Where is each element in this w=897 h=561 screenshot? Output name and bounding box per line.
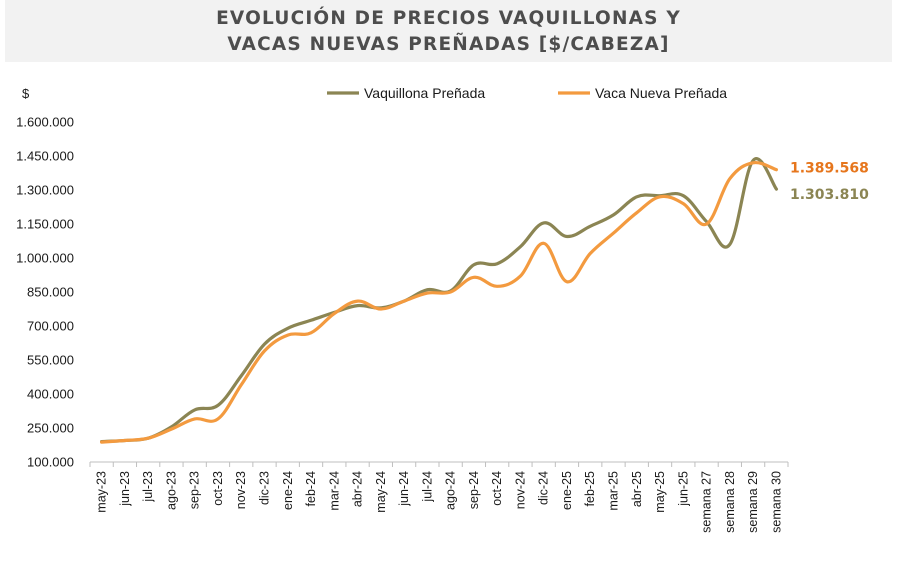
y-tick-label: 850.000 xyxy=(27,285,74,300)
x-tick-label: jul-24 xyxy=(420,471,434,503)
x-tick-label: abr-25 xyxy=(630,471,644,507)
x-tick-label: feb-24 xyxy=(304,471,318,506)
x-tick-label: dic-23 xyxy=(258,471,272,505)
y-tick-label: 400.000 xyxy=(27,387,74,402)
x-tick-label: dic-24 xyxy=(537,471,551,505)
chart-title-bar: EVOLUCIÓN DE PRECIOS VAQUILLONAS Y VACAS… xyxy=(5,0,892,62)
x-axis: may-23 jun-23 jul-23 ago-23 sep-23 oct-23 nov-… xyxy=(89,461,789,533)
x-tick-label: may-24 xyxy=(374,471,388,513)
legend-label: Vaquillona Preñada xyxy=(364,85,485,101)
y-tick-label: 1.300.000 xyxy=(16,183,74,198)
series-line-vaca-nueva-prenada xyxy=(100,160,778,444)
x-tick-label: semana 27 xyxy=(700,471,714,533)
x-tick-label: oct-24 xyxy=(490,471,504,506)
x-tick-label: ago-23 xyxy=(164,471,178,510)
chart-title-line-1: EVOLUCIÓN DE PRECIOS VAQUILLONAS Y xyxy=(216,8,681,29)
x-tick-label: ene-25 xyxy=(560,471,574,510)
legend: Vaquillona Preñada Vaca Nueva Preñada xyxy=(327,85,727,101)
y-tick-label: 1.000.000 xyxy=(16,251,74,266)
x-tick-label: mar-24 xyxy=(327,471,341,511)
chart-title-line-2: VACAS NUEVAS PREÑADAS [$/CABEZA] xyxy=(227,34,670,55)
x-tick-label: semana 28 xyxy=(723,471,737,533)
x-tick-label: jun-24 xyxy=(397,471,411,507)
x-tick-label: ago-24 xyxy=(444,471,458,510)
series-group xyxy=(100,157,778,444)
y-axis-unit-label: $ xyxy=(22,86,30,101)
x-tick-label: feb-25 xyxy=(583,471,597,506)
x-tick-label: abr-24 xyxy=(351,471,365,507)
x-tick-label: nov-23 xyxy=(234,471,248,509)
end-value-label: 1.303.810 xyxy=(790,187,869,203)
end-labels: 1.389.568 1.303.810 xyxy=(790,161,869,203)
x-tick-label: jun-25 xyxy=(676,471,690,507)
y-tick-label: 100.000 xyxy=(27,455,74,470)
x-tick-label: ene-24 xyxy=(281,471,295,510)
y-tick-label: 550.000 xyxy=(27,353,74,368)
x-tick-label: may-25 xyxy=(653,471,667,513)
series-line-vaquillona-prenada xyxy=(100,157,778,444)
x-tick-label: mar-25 xyxy=(607,471,621,511)
x-tick-label: semana 29 xyxy=(746,471,760,533)
y-tick-label: 1.600.000 xyxy=(16,115,74,130)
y-tick-label: 250.000 xyxy=(27,421,74,436)
x-tick-label: oct-23 xyxy=(211,471,225,506)
y-axis: 100.000 250.000 400.000 550.000 700.000 850.0… xyxy=(16,115,74,470)
y-tick-label: 1.150.000 xyxy=(16,217,74,232)
x-tick-label: nov-24 xyxy=(513,471,527,509)
x-tick-label: may-23 xyxy=(95,471,109,513)
end-value-label: 1.389.568 xyxy=(790,161,869,177)
x-tick-label: sep-24 xyxy=(467,471,481,509)
y-tick-label: 1.450.000 xyxy=(16,149,74,164)
x-tick-label: semana 30 xyxy=(769,471,783,533)
x-tick-label: jul-23 xyxy=(141,471,155,503)
legend-label: Vaca Nueva Preñada xyxy=(595,85,727,101)
y-tick-label: 700.000 xyxy=(27,319,74,334)
x-tick-label: jun-23 xyxy=(118,471,132,507)
x-tick-label: sep-23 xyxy=(188,471,202,509)
